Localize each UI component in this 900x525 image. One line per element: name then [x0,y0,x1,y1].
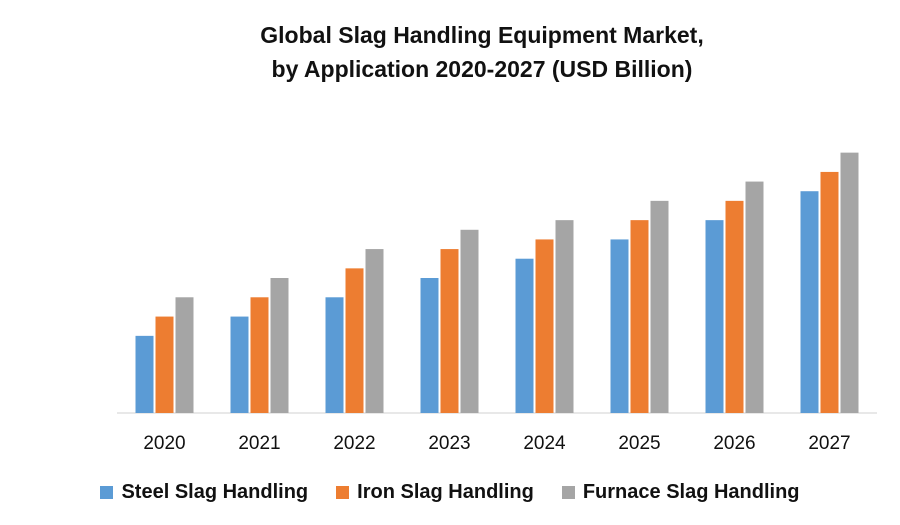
chart-legend: Steel Slag Handling Iron Slag Handling Fur… [0,476,900,508]
x-tick-label: 2022 [333,433,375,454]
chart-title-line1: Global Slag Handling Equipment Market, [260,22,704,48]
bar-steel-slag-handling-2022 [325,297,344,413]
legend-label: Iron Slag Handling [357,480,534,503]
legend-item: Iron Slag Handling [336,481,534,504]
bar-furnace-slag-handling-2022 [365,249,384,413]
bar-iron-slag-handling-2020 [155,316,174,413]
x-tick-label: 2021 [238,433,280,454]
x-tick-label: 2023 [428,433,470,454]
bar-steel-slag-handling-2027 [800,191,819,413]
legend-item: Steel Slag Handling [100,481,308,504]
bar-iron-slag-handling-2026 [725,200,744,413]
chart-title: Global Slag Handling Equipment Market, b… [0,18,900,86]
bar-steel-slag-handling-2020 [135,335,154,413]
x-tick-label: 2026 [713,433,755,454]
bar-iron-slag-handling-2021 [250,297,269,413]
bar-furnace-slag-handling-2024 [555,220,574,413]
bar-steel-slag-handling-2024 [515,258,534,413]
legend-label: Steel Slag Handling [121,480,309,503]
bar-furnace-slag-handling-2025 [650,200,669,413]
bar-iron-slag-handling-2027 [820,171,839,413]
bar-furnace-slag-handling-2020 [175,297,194,413]
x-tick-label: 2027 [808,433,850,454]
legend-swatch [336,485,350,499]
bar-steel-slag-handling-2023 [420,278,439,413]
chart-subtitle: by Application 2020-2027 (USD Billion) [271,56,693,82]
bar-furnace-slag-handling-2021 [270,278,289,413]
bar-furnace-slag-handling-2026 [745,181,764,413]
bar-iron-slag-handling-2025 [630,220,649,413]
legend-swatch [100,485,114,499]
legend-item: Furnace Slag Handling [561,480,800,504]
bar-furnace-slag-handling-2023 [460,229,479,413]
bar-iron-slag-handling-2024 [535,239,554,413]
x-tick-label: 2025 [618,433,660,454]
bar-iron-slag-handling-2023 [440,249,459,413]
bar-iron-slag-handling-2022 [345,268,364,413]
x-tick-label: 2020 [143,433,185,454]
bar-steel-slag-handling-2026 [705,220,724,413]
bar-steel-slag-handling-2021 [230,316,249,413]
legend-label: Furnace Slag Handling [582,480,800,503]
bar-furnace-slag-handling-2027 [840,152,859,413]
bar-steel-slag-handling-2025 [610,239,629,413]
legend-swatch [561,485,575,499]
x-tick-label: 2024 [523,433,566,454]
